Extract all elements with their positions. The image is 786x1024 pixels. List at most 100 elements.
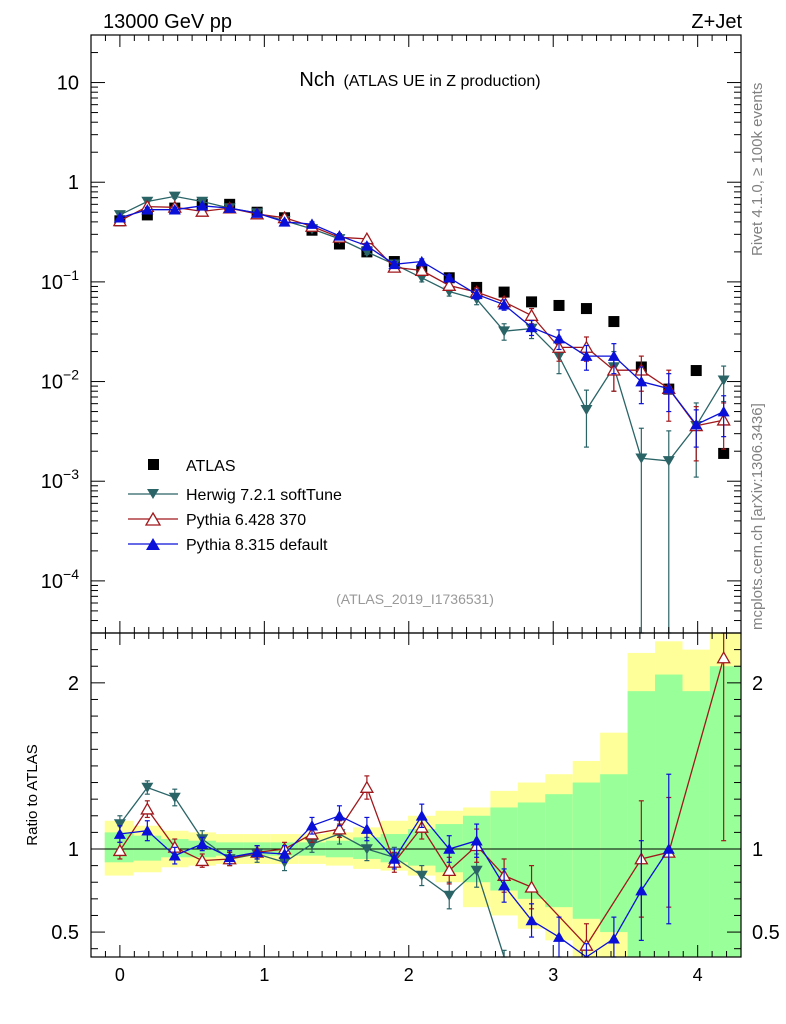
main-y-tick-label: 1 bbox=[68, 172, 79, 194]
main-point-pythia-6-428-370 bbox=[195, 204, 210, 217]
main-point-pythia-8-315-default bbox=[168, 204, 181, 215]
ratio-point-herwig-7-2-1-softtune bbox=[470, 865, 483, 876]
main-point-pythia-6-428-370 bbox=[524, 308, 539, 321]
ratio-point-pythia-6-428-370 bbox=[442, 863, 457, 877]
ratio-y-tick-label-right: 1 bbox=[752, 839, 763, 861]
ratio-point-herwig-7-2-1-softtune bbox=[141, 782, 154, 793]
ratio-band-inner bbox=[600, 774, 628, 933]
main-point-pythia-8-315-default bbox=[251, 207, 264, 218]
ratio-band-inner bbox=[709, 666, 741, 957]
main-line-herwig-7-2-1-softtune bbox=[119, 195, 725, 462]
main-point-pythia-8-315-default bbox=[470, 288, 483, 300]
main-point-pythia-8-315-default bbox=[690, 418, 703, 430]
main-y-tick-exp: −1 bbox=[63, 267, 79, 283]
main-y-tick-label: 10−3 bbox=[41, 466, 79, 493]
plot-title-main: Nch bbox=[299, 69, 335, 91]
main-point-pythia-8-315-default bbox=[141, 204, 154, 215]
main-point-atlas bbox=[498, 286, 510, 298]
ratio-point-pythia-6-428-370 bbox=[112, 843, 128, 857]
main-point-pythia-8-315-default bbox=[662, 382, 675, 394]
main-point-pythia-8-315-default bbox=[223, 202, 236, 213]
main-point-pythia-8-315-default bbox=[580, 350, 593, 361]
main-y-tick-exp: −4 bbox=[63, 566, 79, 582]
main-point-pythia-8-315-default bbox=[443, 272, 456, 283]
main-point-herwig-7-2-1-softtune bbox=[662, 456, 675, 467]
ratio-point-pythia-8-315-default bbox=[333, 810, 346, 821]
ratio-point-pythia-8-315-default bbox=[415, 810, 428, 821]
main-y-tick-exp: −2 bbox=[63, 367, 79, 383]
main-point-pythia-8-315-default bbox=[415, 255, 428, 267]
ratio-panel-frame bbox=[90, 632, 742, 958]
legend-label-herwig: Herwig 7.2.1 softTune bbox=[186, 487, 342, 504]
main-point-atlas bbox=[141, 209, 153, 221]
ratio-point-pythia-8-315-default bbox=[470, 834, 483, 846]
ratio-point-pythia-8-315-default bbox=[525, 914, 538, 926]
main-point-pythia-8-315-default bbox=[498, 299, 511, 310]
main-point-atlas bbox=[580, 303, 592, 315]
main-point-pythia-8-315-default bbox=[306, 218, 318, 229]
x-tick-label: 3 bbox=[548, 965, 558, 985]
ratio-line-pythia-6-428-370 bbox=[119, 657, 725, 947]
legend-label-pythia6: Pythia 6.428 370 bbox=[186, 512, 306, 529]
ratio-point-pythia-6-428-370 bbox=[195, 853, 210, 867]
ratio-point-pythia-6-428-370 bbox=[332, 822, 347, 835]
ratio-point-pythia-8-315-default bbox=[278, 848, 291, 859]
ratio-point-pythia-8-315-default bbox=[607, 933, 620, 944]
main-point-pythia-6-428-370 bbox=[414, 263, 429, 276]
main-point-pythia-8-315-default bbox=[388, 258, 401, 270]
x-tick-label: 0 bbox=[115, 965, 125, 985]
side-label-mcplots: mcplots.cern.ch [arXiv:1306.3436] bbox=[749, 403, 766, 630]
legend-label-atlas: ATLAS bbox=[186, 458, 236, 475]
main-point-atlas bbox=[608, 316, 620, 328]
main-point-pythia-8-315-default bbox=[553, 332, 565, 344]
main-point-pythia-8-315-default bbox=[360, 240, 373, 251]
legend-marker-atlas bbox=[148, 459, 159, 470]
main-y-tick-label: 10−1 bbox=[41, 267, 79, 294]
ratio-point-herwig-7-2-1-softtune bbox=[360, 844, 373, 855]
main-y-tick-base: 10 bbox=[41, 571, 63, 593]
ratio-point-pythia-8-315-default bbox=[196, 838, 209, 849]
main-line-pythia-8-315-default bbox=[119, 205, 724, 426]
main-line-pythia-6-428-370 bbox=[119, 205, 724, 427]
main-point-pythia-8-315-default bbox=[196, 200, 209, 211]
main-point-herwig-7-2-1-softtune bbox=[635, 453, 648, 464]
ratio-y-tick-label-right: 0.5 bbox=[752, 922, 780, 944]
main-point-herwig-7-2-1-softtune bbox=[498, 326, 511, 337]
ratio-point-pythia-8-315-default bbox=[168, 849, 181, 861]
ratio-point-pythia-8-315-default bbox=[360, 823, 373, 834]
ratio-point-pythia-8-315-default bbox=[662, 843, 675, 854]
ratio-y-tick-label-right: 2 bbox=[752, 673, 763, 695]
main-y-tick-base: 10 bbox=[41, 272, 63, 294]
ratio-point-pythia-8-315-default bbox=[306, 820, 318, 831]
main-point-pythia-8-315-default bbox=[607, 350, 620, 361]
ratio-point-herwig-7-2-1-softtune bbox=[113, 819, 126, 830]
plot-title: Nch (ATLAS UE in Z production) bbox=[299, 69, 540, 91]
ratio-point-pythia-8-315-default bbox=[251, 846, 264, 858]
ratio-band-inner bbox=[545, 794, 573, 908]
ratio-point-pythia-8-315-default bbox=[443, 843, 456, 854]
main-point-herwig-7-2-1-softtune bbox=[168, 191, 181, 202]
side-label-rivet: Rivet 4.1.0, ≥ 100k events bbox=[749, 83, 766, 256]
analysis-id: (ATLAS_2019_I1736531) bbox=[336, 591, 494, 607]
main-point-pythia-8-315-default bbox=[525, 321, 538, 333]
ratio-point-pythia-6-428-370 bbox=[524, 880, 539, 893]
main-point-pythia-8-315-default bbox=[717, 405, 730, 417]
plot-title-sub: (ATLAS UE in Z production) bbox=[343, 73, 540, 90]
main-y-tick-label: 10−2 bbox=[41, 367, 79, 394]
ratio-point-pythia-8-315-default bbox=[498, 879, 511, 891]
ratio-band-inner bbox=[682, 691, 710, 957]
main-y-tick-base: 10 bbox=[41, 471, 63, 493]
ratio-point-pythia-8-315-default bbox=[223, 851, 236, 863]
legend: ATLAS Herwig 7.2.1 softTune Pythia 6.428… bbox=[128, 458, 342, 554]
header-left: 13000 GeV pp bbox=[103, 11, 232, 33]
main-y-tick-label: 10 bbox=[57, 73, 79, 95]
main-point-pythia-6-428-370 bbox=[442, 278, 457, 291]
ratio-point-pythia-6-428-370 bbox=[716, 650, 731, 664]
main-y-tick-base: 10 bbox=[41, 372, 63, 394]
x-tick-label: 4 bbox=[693, 965, 703, 985]
legend-label-pythia8: Pythia 8.315 default bbox=[186, 537, 328, 554]
ratio-point-pythia-6-428-370 bbox=[140, 802, 155, 815]
ratio-y-tick-label: 2 bbox=[68, 673, 79, 695]
ratio-point-pythia-8-315-default bbox=[635, 884, 648, 896]
